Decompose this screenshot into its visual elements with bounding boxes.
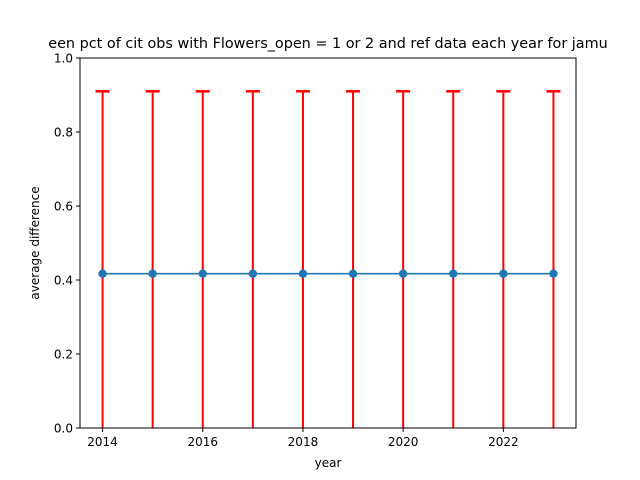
chart-title: een pct of cit obs with Flowers_open = 1…	[48, 36, 608, 52]
y-tick-label: 0.4	[54, 274, 73, 288]
y-tick-label: 0.6	[54, 200, 73, 214]
x-tick-label: 2020	[388, 435, 419, 449]
series-layer	[98, 269, 558, 278]
data-point	[98, 269, 107, 278]
x-axis-ticks: 2014 2016 2018 2020 2022	[87, 428, 519, 449]
x-tick-label: 2018	[288, 435, 319, 449]
y-tick-label: 0.8	[54, 126, 73, 140]
y-axis-ticks: 0.0 0.2 0.4 0.6 0.8 1.0	[54, 52, 80, 436]
data-point	[298, 269, 308, 278]
data-point	[348, 269, 358, 278]
data-point	[499, 269, 508, 278]
x-tick-label: 2014	[87, 435, 118, 449]
y-tick-label: 1.0	[54, 52, 73, 66]
x-tick-label: 2022	[488, 435, 519, 449]
y-axis-label: average difference	[28, 186, 42, 299]
axes-frame	[79, 57, 577, 429]
data-point	[549, 269, 558, 278]
data-point	[248, 269, 258, 278]
y-tick-label: 0.2	[54, 348, 73, 362]
data-point	[398, 269, 408, 278]
x-tick-label: 2016	[187, 435, 218, 449]
data-point	[449, 269, 458, 278]
data-point	[198, 269, 207, 278]
y-tick-label: 0.0	[54, 422, 73, 436]
data-point	[148, 269, 157, 278]
x-axis-label: year	[315, 456, 342, 470]
error-bars	[95, 90, 561, 428]
